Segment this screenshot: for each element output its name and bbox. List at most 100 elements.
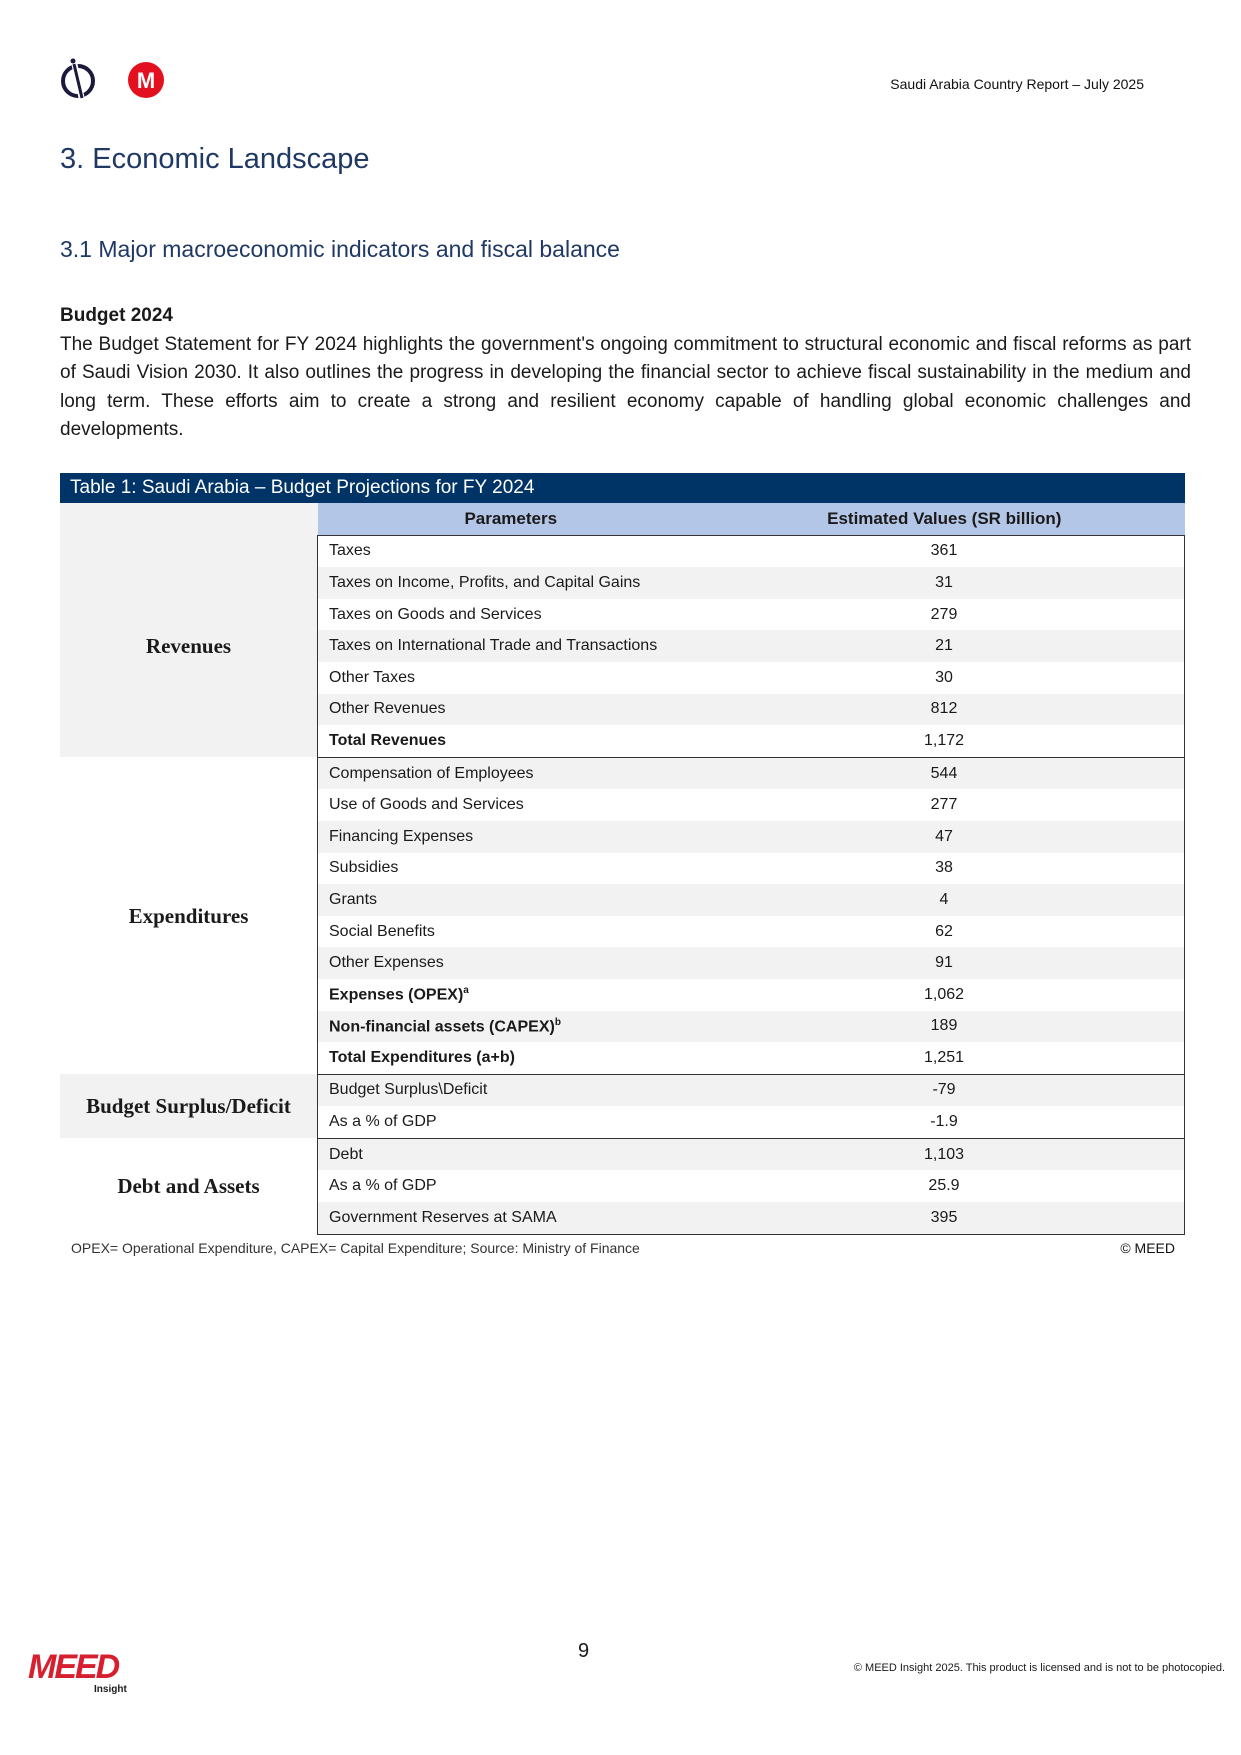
param-cell: Debt [317,1137,704,1171]
value-cell: 25.9 [704,1170,1185,1203]
param-label: Taxes on Goods and Services [329,605,542,623]
value-cell: 1,062 [704,978,1185,1011]
table-row: Social Benefits 62 [60,915,1185,948]
param-cell: Grants [317,884,704,916]
table-row: Total Revenues 1,172 [60,725,1185,758]
report-title: Saudi Arabia Country Report – July 2025 [890,76,1144,92]
footnote-marker: a [463,985,469,997]
param-label: Total Expenditures (a+b) [329,1048,515,1066]
circle-line-logo [58,58,100,107]
budget-table: Table 1: Saudi Arabia – Budget Projectio… [60,473,1185,1235]
table-row: Debt and Assets Debt 1,103 [60,1137,1185,1198]
value-cell: 544 [704,756,1185,790]
table-row: Revenues Taxes 361 [60,534,1185,758]
group-label: Debt and Assets [117,1174,260,1199]
param-cell: Total Revenues [317,725,704,758]
param-label: Taxes [329,542,371,560]
table-title: Table 1: Saudi Arabia – Budget Projectio… [60,473,1185,503]
param-label: Non-financial assets (CAPEX) [329,1017,555,1035]
param-label: Compensation of Employees [329,764,534,782]
budget-paragraph: The Budget Statement for FY 2024 highlig… [60,334,1191,440]
copyright-notice: © MEED Insight 2025. This product is lic… [853,1662,1225,1674]
meed-logo-subtext: Insight [94,1684,127,1695]
value-cell: 395 [704,1202,1185,1235]
param-cell: Financing Expenses [317,820,704,853]
param-cell: Expenses (OPEX)a [317,978,704,1011]
value-cell: 1,103 [704,1137,1185,1171]
table-row: As a % of GDP 25.9 [60,1170,1185,1203]
group-header-blank [60,503,318,536]
svg-text:M: M [137,68,155,93]
table-row: Other Expenses 91 [60,947,1185,979]
meed-insight-logo: MEED Insight [28,1650,127,1695]
section-title: 3. Economic Landscape [60,143,370,175]
param-cell: Taxes on Goods and Services [317,598,704,631]
group-label: Revenues [60,535,318,758]
table-row: Other Revenues 812 [60,693,1185,726]
param-label: As a % of GDP [329,1177,437,1195]
param-cell: Other Expenses [317,947,704,979]
table-row: Taxes on International Trade and Transac… [60,630,1185,662]
param-label: Budget Surplus\Deficit [329,1081,488,1099]
param-label: Other Expenses [329,954,444,972]
param-label: Financing Expenses [329,827,474,845]
value-cell: 91 [704,947,1185,979]
value-cell: 361 [704,534,1185,568]
red-m-logo: M [126,60,166,105]
value-cell: 1,251 [704,1042,1185,1075]
param-label: Debt [329,1145,363,1163]
value-cell: 30 [704,661,1185,694]
table-row: Subsidies 38 [60,852,1185,885]
table-row: Use of Goods and Services 277 [60,789,1185,821]
param-label: Taxes on International Trade and Transac… [329,637,658,655]
subsection-title: 3.1 Major macroeconomic indicators and f… [60,236,620,262]
page-number: 9 [578,1640,590,1662]
column-header-values: Estimated Values (SR billion) [704,503,1185,536]
value-cell: 62 [704,915,1185,948]
param-label: Expenses (OPEX) [329,986,464,1004]
param-cell: Government Reserves at SAMA [317,1202,704,1235]
table-credit: © MEED [1120,1240,1175,1256]
table-row: Financing Expenses 47 [60,820,1185,853]
table-row: Government Reserves at SAMA 395 [60,1202,1185,1235]
value-cell: -79 [704,1073,1185,1107]
table-row: Non-financial assets (CAPEX)b 189 [60,1010,1185,1043]
param-cell: As a % of GDP [317,1170,704,1203]
value-cell: 277 [704,789,1185,821]
table-row: Other Taxes 30 [60,661,1185,694]
value-cell: 4 [704,884,1185,916]
table-row: As a % of GDP -1.9 [60,1106,1185,1139]
param-cell: Taxes [317,534,704,568]
group-label: Expenditures [128,903,249,928]
group-label: Budget Surplus/Deficit [60,1074,318,1139]
param-label: Other Taxes [329,668,415,686]
value-cell: 279 [704,598,1185,631]
param-cell: Social Benefits [317,915,704,948]
value-cell: 189 [704,1010,1185,1043]
param-cell: Other Revenues [317,693,704,726]
param-cell: Total Expenditures (a+b) [317,1042,704,1075]
param-cell: Compensation of Employees [317,756,704,790]
column-header-parameters: Parameters [317,503,704,536]
footnote-marker: b [554,1016,561,1028]
value-cell: 47 [704,820,1185,853]
value-cell: 31 [704,567,1185,599]
param-label: Use of Goods and Services [329,796,524,814]
meed-logo-text: MEED [28,1648,120,1686]
table-row: Grants 4 [60,884,1185,916]
param-cell: As a % of GDP [317,1106,704,1139]
param-label: Other Revenues [329,700,446,718]
value-cell: 812 [704,693,1185,726]
param-label: Grants [329,890,378,908]
param-label: Total Revenues [329,731,447,749]
param-cell: Use of Goods and Services [317,789,704,821]
table-row: Taxes on Goods and Services 279 [60,598,1185,631]
param-cell: Taxes on International Trade and Transac… [317,630,704,662]
param-label: Taxes on Income, Profits, and Capital Ga… [329,573,641,591]
table-row: Total Expenditures (a+b) 1,251 [60,1042,1185,1075]
table-row: Expenditures Compensation of Employees 544 [60,756,1185,928]
table-row: Budget Surplus/Deficit Budget Surplus\Def… [60,1073,1185,1139]
budget-heading: Budget 2024 [60,305,173,326]
value-cell: -1.9 [704,1106,1185,1139]
value-cell: 21 [704,630,1185,662]
